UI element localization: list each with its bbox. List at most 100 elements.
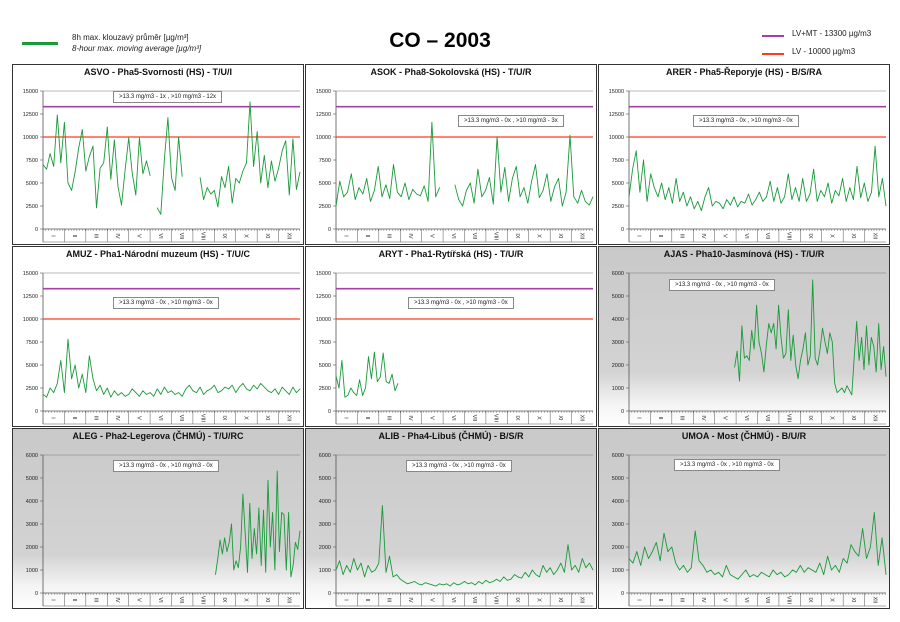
data-point xyxy=(278,167,279,169)
data-point xyxy=(96,207,97,209)
data-point xyxy=(706,572,708,573)
lvmt-swatch xyxy=(762,35,784,37)
series-line xyxy=(335,121,441,207)
data-point xyxy=(788,574,789,575)
data-point xyxy=(778,304,779,306)
y-tick-label: 2000 xyxy=(612,363,624,369)
month-label: XII xyxy=(871,597,877,604)
month-label: X xyxy=(242,416,248,420)
data-point xyxy=(839,390,840,391)
data-point xyxy=(167,117,169,118)
data-point xyxy=(643,159,644,161)
month-label: II xyxy=(364,416,370,420)
data-point xyxy=(203,394,204,395)
data-point xyxy=(874,145,876,147)
data-point xyxy=(74,364,76,366)
data-point xyxy=(553,574,555,575)
y-tick-label: 1000 xyxy=(26,568,38,574)
data-point xyxy=(780,337,782,338)
data-point xyxy=(292,565,294,566)
data-point xyxy=(573,196,575,198)
data-point xyxy=(816,201,818,202)
month-label: III xyxy=(386,416,392,421)
data-point xyxy=(515,166,517,167)
data-point xyxy=(785,353,787,354)
data-point xyxy=(640,565,641,566)
data-point xyxy=(174,190,176,191)
month-label: II xyxy=(364,598,370,602)
data-point xyxy=(278,394,279,395)
y-tick-label: 10000 xyxy=(23,317,38,323)
data-point xyxy=(489,582,490,583)
data-point xyxy=(242,493,244,495)
month-label: I xyxy=(636,235,642,237)
data-point xyxy=(854,551,856,552)
data-point xyxy=(400,196,402,198)
data-point xyxy=(877,565,879,566)
month-label: V xyxy=(135,416,141,420)
data-point xyxy=(878,196,880,198)
month-label: XI xyxy=(264,415,270,421)
data-point xyxy=(164,386,165,388)
data-point xyxy=(110,179,112,180)
data-point xyxy=(528,576,530,578)
data-point xyxy=(347,191,348,193)
data-point xyxy=(124,169,126,171)
data-point xyxy=(798,201,800,202)
series-line xyxy=(628,145,887,212)
data-point xyxy=(253,166,254,167)
data-point xyxy=(439,187,440,188)
data-point xyxy=(531,180,532,182)
data-point xyxy=(737,578,739,580)
panel-title: ASOK - Pha8-Sokolovská (HS) - T/U/R xyxy=(370,67,532,77)
y-tick-label: 15000 xyxy=(23,89,38,95)
data-point xyxy=(873,346,875,347)
panel-title: AJAS - Pha10-Jasmínová (HS) - T/U/R xyxy=(663,249,825,259)
data-point xyxy=(650,173,652,175)
data-point xyxy=(471,582,472,583)
data-point xyxy=(374,190,375,191)
month-label: IV xyxy=(407,233,413,239)
data-point xyxy=(849,390,850,391)
series-line xyxy=(454,134,594,207)
data-point xyxy=(178,392,179,393)
data-point xyxy=(659,560,661,562)
data-point xyxy=(114,139,115,141)
data-point xyxy=(99,384,101,386)
y-tick-label: 10000 xyxy=(316,135,331,141)
data-point xyxy=(335,375,337,377)
series-line xyxy=(628,512,887,580)
panel-title: ALIB - Pha4-Libuš (ČHMÚ) - B/S/R xyxy=(378,431,524,441)
y-tick-label: 2000 xyxy=(612,545,624,551)
month-label: VIII xyxy=(493,596,499,605)
month-label: III xyxy=(93,598,99,603)
data-point xyxy=(131,172,133,174)
series-line xyxy=(199,101,301,208)
series-line xyxy=(335,351,399,398)
data-point xyxy=(335,569,337,571)
month-label: I xyxy=(50,235,56,237)
month-label: VII xyxy=(178,233,184,240)
y-tick-label: 5000 xyxy=(319,363,331,369)
data-point xyxy=(792,569,793,571)
month-label: V xyxy=(428,234,434,238)
y-tick-label: 0 xyxy=(35,227,38,233)
data-point xyxy=(210,193,212,195)
data-point xyxy=(428,583,430,585)
data-point xyxy=(841,387,843,389)
data-point xyxy=(388,383,390,384)
data-point xyxy=(846,562,848,564)
data-point xyxy=(233,569,235,571)
data-point xyxy=(379,376,381,378)
data-point xyxy=(519,196,521,198)
lvmt-label: LV+MT - 13300 µg/m3 xyxy=(792,29,872,38)
data-point xyxy=(527,202,529,204)
data-point xyxy=(560,562,562,564)
data-point xyxy=(260,565,262,566)
data-point xyxy=(834,383,836,384)
data-point xyxy=(335,205,337,207)
data-point xyxy=(755,199,756,200)
data-point xyxy=(524,572,526,573)
data-point xyxy=(628,196,630,198)
data-point xyxy=(362,395,363,396)
